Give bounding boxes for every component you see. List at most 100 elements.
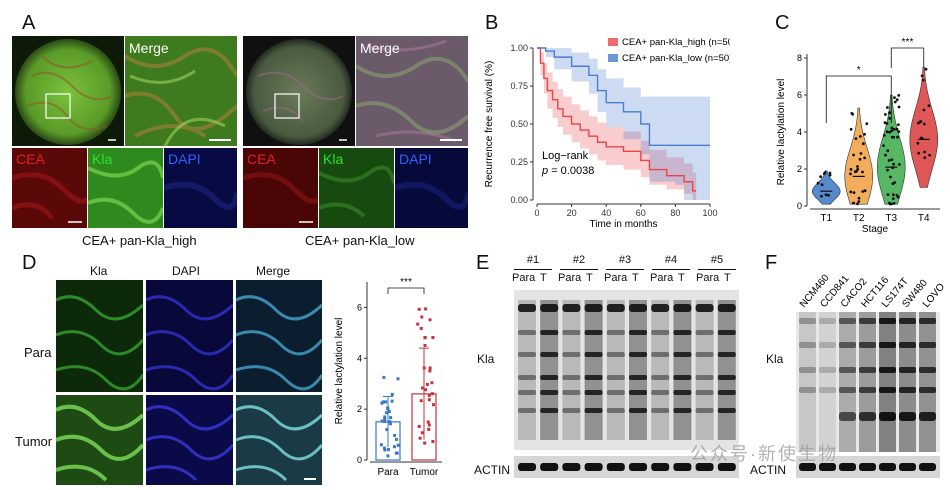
c-point-T3 <box>886 106 889 109</box>
d-point-Tumor <box>430 381 434 385</box>
b-survival-line-1 <box>537 47 710 146</box>
c-point-T4 <box>917 151 921 155</box>
d-point-Para <box>380 419 384 423</box>
c-point-T2 <box>859 152 863 155</box>
d-point-Para <box>383 448 387 452</box>
f-actin-band-LS174T <box>879 463 896 471</box>
c-sig-label-0: * <box>857 65 861 76</box>
d-row-header-tumor: Tumor <box>15 434 53 449</box>
d-y-tick-label: 4 <box>357 353 362 363</box>
c-violin-T2 <box>844 107 874 205</box>
e-band <box>584 352 603 357</box>
d-point-Tumor <box>428 369 432 373</box>
c-point-T4 <box>916 141 920 145</box>
c-point-T4 <box>922 122 926 126</box>
c-point-T2 <box>861 190 865 193</box>
e-actin-band <box>717 463 736 471</box>
e-band <box>651 330 670 335</box>
d-x-tick-label-Para: Para <box>377 467 399 478</box>
c-point-T3 <box>897 105 901 109</box>
c-point-T2 <box>852 191 856 195</box>
c-point-T3 <box>896 195 900 199</box>
f-lane-CACO2 <box>839 312 856 452</box>
f-band-CACO2 <box>839 387 856 393</box>
c-violin-T4 <box>909 66 939 188</box>
d-point-Tumor <box>421 386 424 390</box>
d-point-Tumor <box>420 431 424 435</box>
f-band-low-LOVO <box>919 412 936 421</box>
d-para-kla-image <box>56 280 143 392</box>
d-point-Para <box>386 454 390 458</box>
d-point-Tumor <box>427 398 431 402</box>
c-point-T3 <box>898 163 901 166</box>
c-point-T3 <box>888 130 891 134</box>
e-band <box>540 408 559 413</box>
c-x-tick-label-T1: T1 <box>820 213 832 224</box>
a-low-kla-label: Kla <box>323 151 344 167</box>
b-logrank-label: Log−rank <box>542 150 589 162</box>
e-band-top <box>651 304 670 312</box>
a-low-merge-label: Merge <box>360 40 400 56</box>
d-sig-label: *** <box>400 277 412 288</box>
e-lane-label: T <box>540 272 547 284</box>
e-pair-label: #2 <box>572 254 586 266</box>
f-band-CACO2 <box>839 318 856 324</box>
b-x-tick-label: 20 <box>567 208 577 218</box>
panel-label-b: B <box>485 12 499 34</box>
c-point-T3 <box>893 96 896 99</box>
d-point-Tumor <box>424 388 428 392</box>
c-y-tick-label: 4 <box>797 127 802 137</box>
d-point-Para <box>383 446 386 450</box>
e-band <box>673 408 692 413</box>
d-point-Tumor <box>419 399 423 403</box>
f-band-CCD841 <box>819 318 836 324</box>
e-band <box>562 375 581 380</box>
c-point-T2 <box>857 196 861 200</box>
f-band-NCM460 <box>799 342 816 348</box>
c-point-T2 <box>858 135 862 138</box>
e-pair-underline <box>560 269 598 270</box>
c-point-T3 <box>892 162 895 166</box>
d-point-Para <box>381 400 385 404</box>
a-low-dapi-image: DAPI <box>395 148 468 228</box>
d-point-Tumor <box>422 366 426 370</box>
e-actin-band <box>584 463 603 471</box>
c-point-T2 <box>849 190 853 194</box>
d-point-Tumor <box>424 307 428 311</box>
f-lane-CCD841 <box>819 312 836 452</box>
e-band-top <box>695 304 714 312</box>
e-band <box>629 330 647 335</box>
f-actin-band-HCT116 <box>859 463 876 471</box>
f-actin-band-CACO2 <box>839 463 856 471</box>
c-point-T3 <box>883 121 887 125</box>
b-y-tick-label: 1.00 <box>510 43 528 53</box>
panel-label-c: C <box>775 12 790 34</box>
e-band <box>606 352 625 357</box>
e-lane <box>673 300 692 440</box>
e-lane-label: Para <box>604 272 628 284</box>
d-point-Para <box>396 443 400 447</box>
d-col-header-kla: Kla <box>90 264 108 278</box>
a-high-caption: CEA+ pan-Kla_high <box>82 233 197 248</box>
d-point-Para <box>383 417 387 421</box>
c-point-T4 <box>928 153 931 157</box>
e-band <box>673 390 692 395</box>
e-lane <box>584 300 603 440</box>
d-point-Para <box>384 400 388 404</box>
c-x-tick-label-T3: T3 <box>885 213 897 224</box>
f-band-low-CACO2 <box>839 412 856 421</box>
e-band <box>584 390 603 395</box>
d-x-tick-label-Tumor: Tumor <box>410 467 439 478</box>
b-y-axis-title: Recurrence free survival (%) <box>484 61 495 188</box>
e-band <box>518 352 536 357</box>
d-point-Tumor <box>428 366 432 370</box>
c-point-T4 <box>920 74 924 78</box>
e-lane <box>540 300 559 440</box>
b-x-tick-label: 80 <box>670 208 680 218</box>
d-point-Tumor <box>423 441 427 445</box>
f-band-HCT116 <box>859 318 876 324</box>
e-band <box>717 352 736 357</box>
e-pair-headers: #1 Para T #2 Para T #3 Para T #4 Para T #5 Para T <box>512 254 742 294</box>
c-point-T4 <box>916 121 920 125</box>
e-band <box>651 408 670 413</box>
